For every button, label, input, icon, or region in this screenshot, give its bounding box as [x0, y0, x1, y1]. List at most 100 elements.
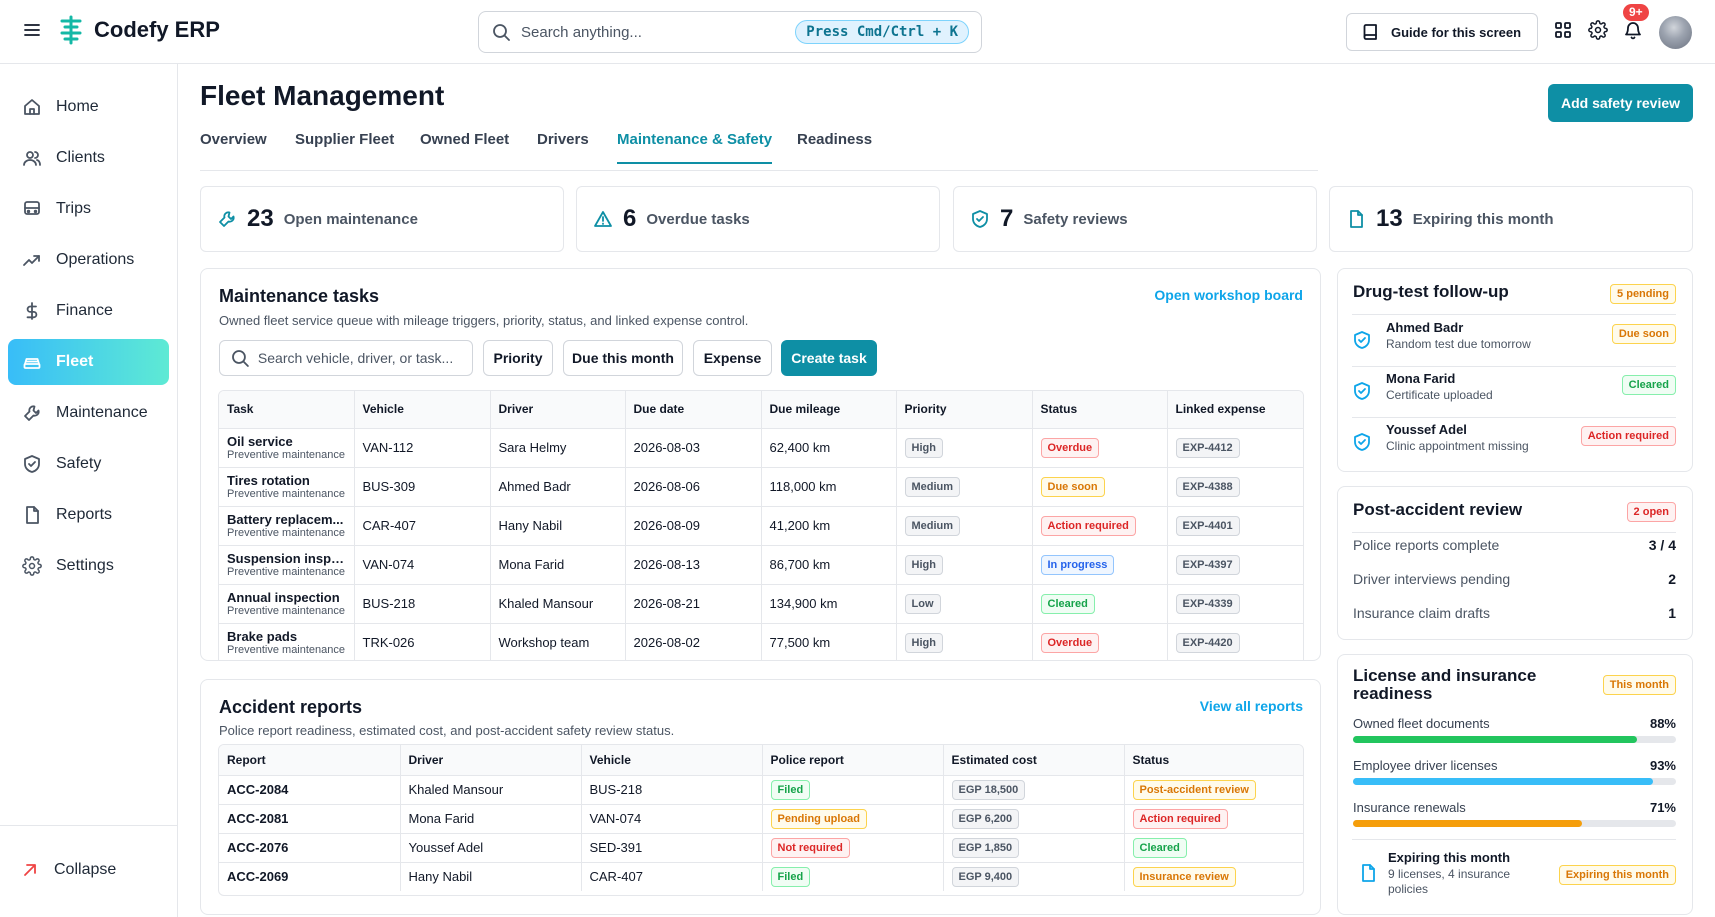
expiring-title: Expiring this month [1388, 850, 1511, 865]
sidebar-item-finance[interactable]: Finance [8, 288, 169, 334]
car-icon [23, 358, 41, 369]
table-row[interactable]: ACC-2081 Mona Farid VAN-074 Pending uplo… [219, 804, 1303, 834]
add-safety-review-button[interactable]: Add safety review [1548, 84, 1693, 122]
list-item[interactable]: Mona Farid Certificate uploaded Cleared [1352, 367, 1676, 417]
report-id[interactable]: ACC-2076 [219, 833, 401, 863]
sidebar-item-home[interactable]: Home [8, 84, 169, 130]
tab-supplier-fleet[interactable]: Supplier Fleet [295, 131, 395, 148]
priority-filter-button[interactable]: Priority [483, 340, 553, 376]
sidebar-item-operations[interactable]: Operations [8, 237, 169, 283]
due-this-month-filter-button[interactable]: Due this month [563, 340, 683, 376]
column-header-due-date[interactable]: Due date [625, 391, 762, 429]
stat-label: Open maintenance [283, 210, 418, 228]
table-row[interactable]: Annual inspection Preventive maintenance … [219, 584, 1303, 624]
tab-readiness[interactable]: Readiness [797, 131, 873, 148]
sidebar-item-maintenance[interactable]: Maintenance [8, 390, 169, 436]
task-name: Tires rotation [227, 473, 310, 488]
column-header-driver[interactable]: Driver [400, 745, 582, 776]
table-row[interactable]: Suspension inspe... Preventive maintenanc… [219, 545, 1303, 585]
table-row[interactable]: Oil service Preventive maintenance VAN-11… [219, 428, 1303, 468]
review-value: 3 / 4 [1648, 537, 1676, 553]
alert-triangle-icon [594, 211, 612, 227]
column-header-vehicle[interactable]: Vehicle [354, 391, 491, 429]
tab-owned-fleet[interactable]: Owned Fleet [420, 131, 510, 148]
table-row[interactable]: ACC-2069 Hany Nabil CAR-407 Filed EGP 9,… [219, 862, 1303, 891]
table-row[interactable]: Battery replacem... Preventive maintenanc… [219, 506, 1303, 546]
expense-link[interactable]: EXP-4339 [1175, 593, 1240, 614]
list-item[interactable]: Ahmed Badr Random test due tomorrow Due … [1352, 316, 1676, 366]
bus-icon [24, 201, 40, 215]
column-header-vehicle[interactable]: Vehicle [581, 745, 763, 776]
cost-badge: EGP 18,500 [951, 779, 1026, 800]
progress-fill [1353, 778, 1654, 785]
report-id[interactable]: ACC-2069 [219, 862, 401, 891]
expense-link[interactable]: EXP-4401 [1175, 515, 1240, 536]
task-search-input[interactable] [257, 350, 462, 366]
expense-link[interactable]: EXP-4388 [1175, 476, 1240, 497]
sidebar-item-trips[interactable]: Trips [8, 186, 169, 232]
sidebar-item-label: Finance [56, 302, 113, 319]
stat-value: 13 [1376, 205, 1403, 232]
open-workshop-board-link[interactable]: Open workshop board [1154, 287, 1303, 303]
expense-link[interactable]: EXP-4397 [1175, 554, 1240, 575]
stat-open-maintenance[interactable]: 23 Open maintenance [200, 186, 564, 252]
expense-link[interactable]: EXP-4412 [1175, 437, 1240, 458]
report-id[interactable]: ACC-2081 [219, 804, 401, 834]
column-header-estimated-cost[interactable]: Estimated cost [943, 745, 1125, 776]
user-avatar[interactable] [1659, 16, 1692, 49]
stat-expiring-this-month[interactable]: 13 Expiring this month [1329, 186, 1693, 252]
progress-track [1353, 778, 1676, 785]
column-header-due-mileage[interactable]: Due mileage [761, 391, 897, 429]
status-badge: Action required [1580, 426, 1676, 446]
sidebar-item-label: Home [56, 98, 99, 115]
priority-badge: Low [904, 593, 941, 614]
tab-overview[interactable]: Overview [200, 131, 267, 148]
logo-icon [60, 15, 82, 45]
column-header-priority[interactable]: Priority [896, 391, 1033, 429]
driver-cell: Ahmed Badr [490, 467, 626, 507]
settings-gear-icon[interactable] [1588, 20, 1608, 40]
expiring-detail: 9 licenses, 4 insurance policies [1388, 867, 1510, 897]
sidebar-item-reports[interactable]: Reports [8, 492, 169, 538]
notification-badge: 9+ [1623, 4, 1649, 21]
expense-filter-button[interactable]: Expense [693, 340, 772, 376]
column-header-status[interactable]: Status [1124, 745, 1303, 776]
table-row[interactable]: ACC-2084 Khaled Mansour BUS-218 Filed EG… [219, 775, 1303, 805]
apps-grid-icon[interactable] [1553, 20, 1573, 40]
task-search[interactable] [219, 340, 473, 376]
tab-drivers[interactable]: Drivers [537, 131, 589, 148]
list-item[interactable]: Youssef Adel Clinic appointment missing … [1352, 418, 1676, 468]
guide-button[interactable]: Guide for this screen [1346, 13, 1538, 51]
table-row[interactable]: ACC-2076 Youssef Adel SED-391 Not requir… [219, 833, 1303, 863]
column-header-status[interactable]: Status [1032, 391, 1168, 429]
status-badge: Cleared [1132, 837, 1187, 858]
column-header-report[interactable]: Report [219, 745, 401, 776]
sidebar-item-clients[interactable]: Clients [8, 135, 169, 181]
global-search-input[interactable] [521, 23, 796, 41]
table-row[interactable]: Brake pads Preventive maintenance TRK-026… [219, 623, 1303, 660]
menu-icon[interactable] [22, 20, 42, 40]
sidebar-item-safety[interactable]: Safety [8, 441, 169, 487]
column-header-linked-expense[interactable]: Linked expense [1167, 391, 1303, 429]
sidebar-item-fleet[interactable]: Fleet [8, 339, 169, 385]
create-task-button[interactable]: Create task [781, 340, 877, 376]
column-header-driver[interactable]: Driver [490, 391, 626, 429]
period-badge: This month [1602, 675, 1676, 695]
due-mileage-cell: 41,200 km [761, 506, 897, 546]
notification-bell-icon[interactable] [1623, 20, 1643, 40]
expense-link[interactable]: EXP-4420 [1175, 632, 1240, 653]
stat-safety-reviews[interactable]: 7 Safety reviews [953, 186, 1317, 252]
table-row[interactable]: Tires rotation Preventive maintenance BUS… [219, 467, 1303, 507]
report-id[interactable]: ACC-2084 [219, 775, 401, 805]
sidebar-item-settings[interactable]: Settings [8, 543, 169, 589]
global-search[interactable]: Press Cmd/Ctrl + K [478, 11, 982, 53]
app-logo[interactable]: Codefy ERP [58, 15, 220, 45]
stat-overdue-tasks[interactable]: 6 Overdue tasks [576, 186, 940, 252]
collapse-button[interactable]: Collapse [20, 860, 116, 880]
tab-maintenance-safety[interactable]: Maintenance & Safety [617, 131, 773, 164]
app-name: Codefy ERP [94, 17, 220, 42]
column-header-police-report[interactable]: Police report [762, 745, 944, 776]
column-header-task[interactable]: Task [219, 391, 355, 429]
priority-badge: Medium [904, 476, 961, 497]
view-all-reports-link[interactable]: View all reports [1199, 698, 1303, 714]
